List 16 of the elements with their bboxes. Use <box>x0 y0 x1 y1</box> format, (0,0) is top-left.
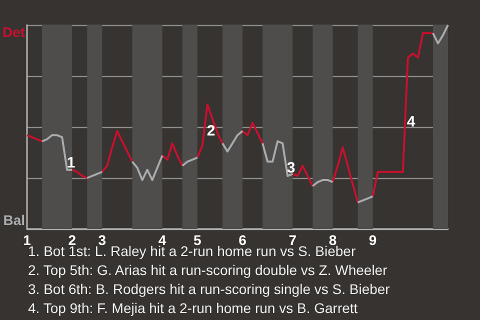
x-tick-label: 9 <box>368 232 377 248</box>
text: Bal <box>3 212 25 228</box>
text: Det <box>2 24 26 40</box>
text: 4. Top 9th: F. Mejia hit a 2-run home run vs B. Garrett <box>28 300 358 316</box>
x-tick-label: 5 <box>194 232 202 248</box>
x-tick-label: 3 <box>98 232 106 248</box>
annotation: 4 <box>406 114 416 130</box>
annotation: 3 <box>286 160 296 176</box>
annotation: 1 <box>66 154 76 172</box>
x-tick-label: 7 <box>288 232 297 248</box>
x-tick-label: 6 <box>238 232 247 248</box>
annotation: 2 <box>206 122 216 140</box>
x-tick-label: 1 <box>23 232 32 248</box>
text: 3. Bot 6th: B. Rodgers hit a run-scoring single vs S. Bieber <box>28 281 390 297</box>
text: 2. Top 5th: G. Arias hit a run-scoring double vs Z. Wheeler <box>28 262 388 278</box>
x-tick-label: 8 <box>328 232 337 248</box>
